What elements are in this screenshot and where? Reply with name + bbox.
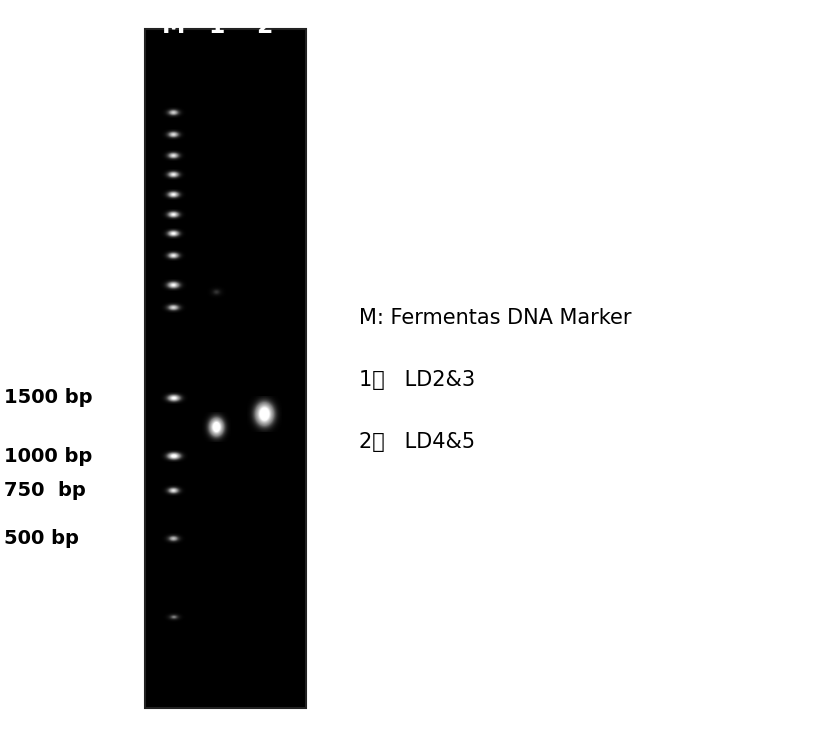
Text: 500 bp: 500 bp [4,529,79,548]
Text: 1000 bp: 1000 bp [4,447,93,466]
Text: 2: 2 [256,14,273,37]
Text: M: Fermentas DNA Marker: M: Fermentas DNA Marker [359,307,632,328]
Text: 1500 bp: 1500 bp [4,388,93,407]
Text: 1: 1 [208,14,225,37]
Text: 750  bp: 750 bp [4,481,86,500]
Text: 1：   LD2&3: 1： LD2&3 [359,369,476,390]
Text: 2：   LD4&5: 2： LD4&5 [359,431,476,452]
Text: M: M [162,14,185,37]
FancyBboxPatch shape [145,29,306,708]
